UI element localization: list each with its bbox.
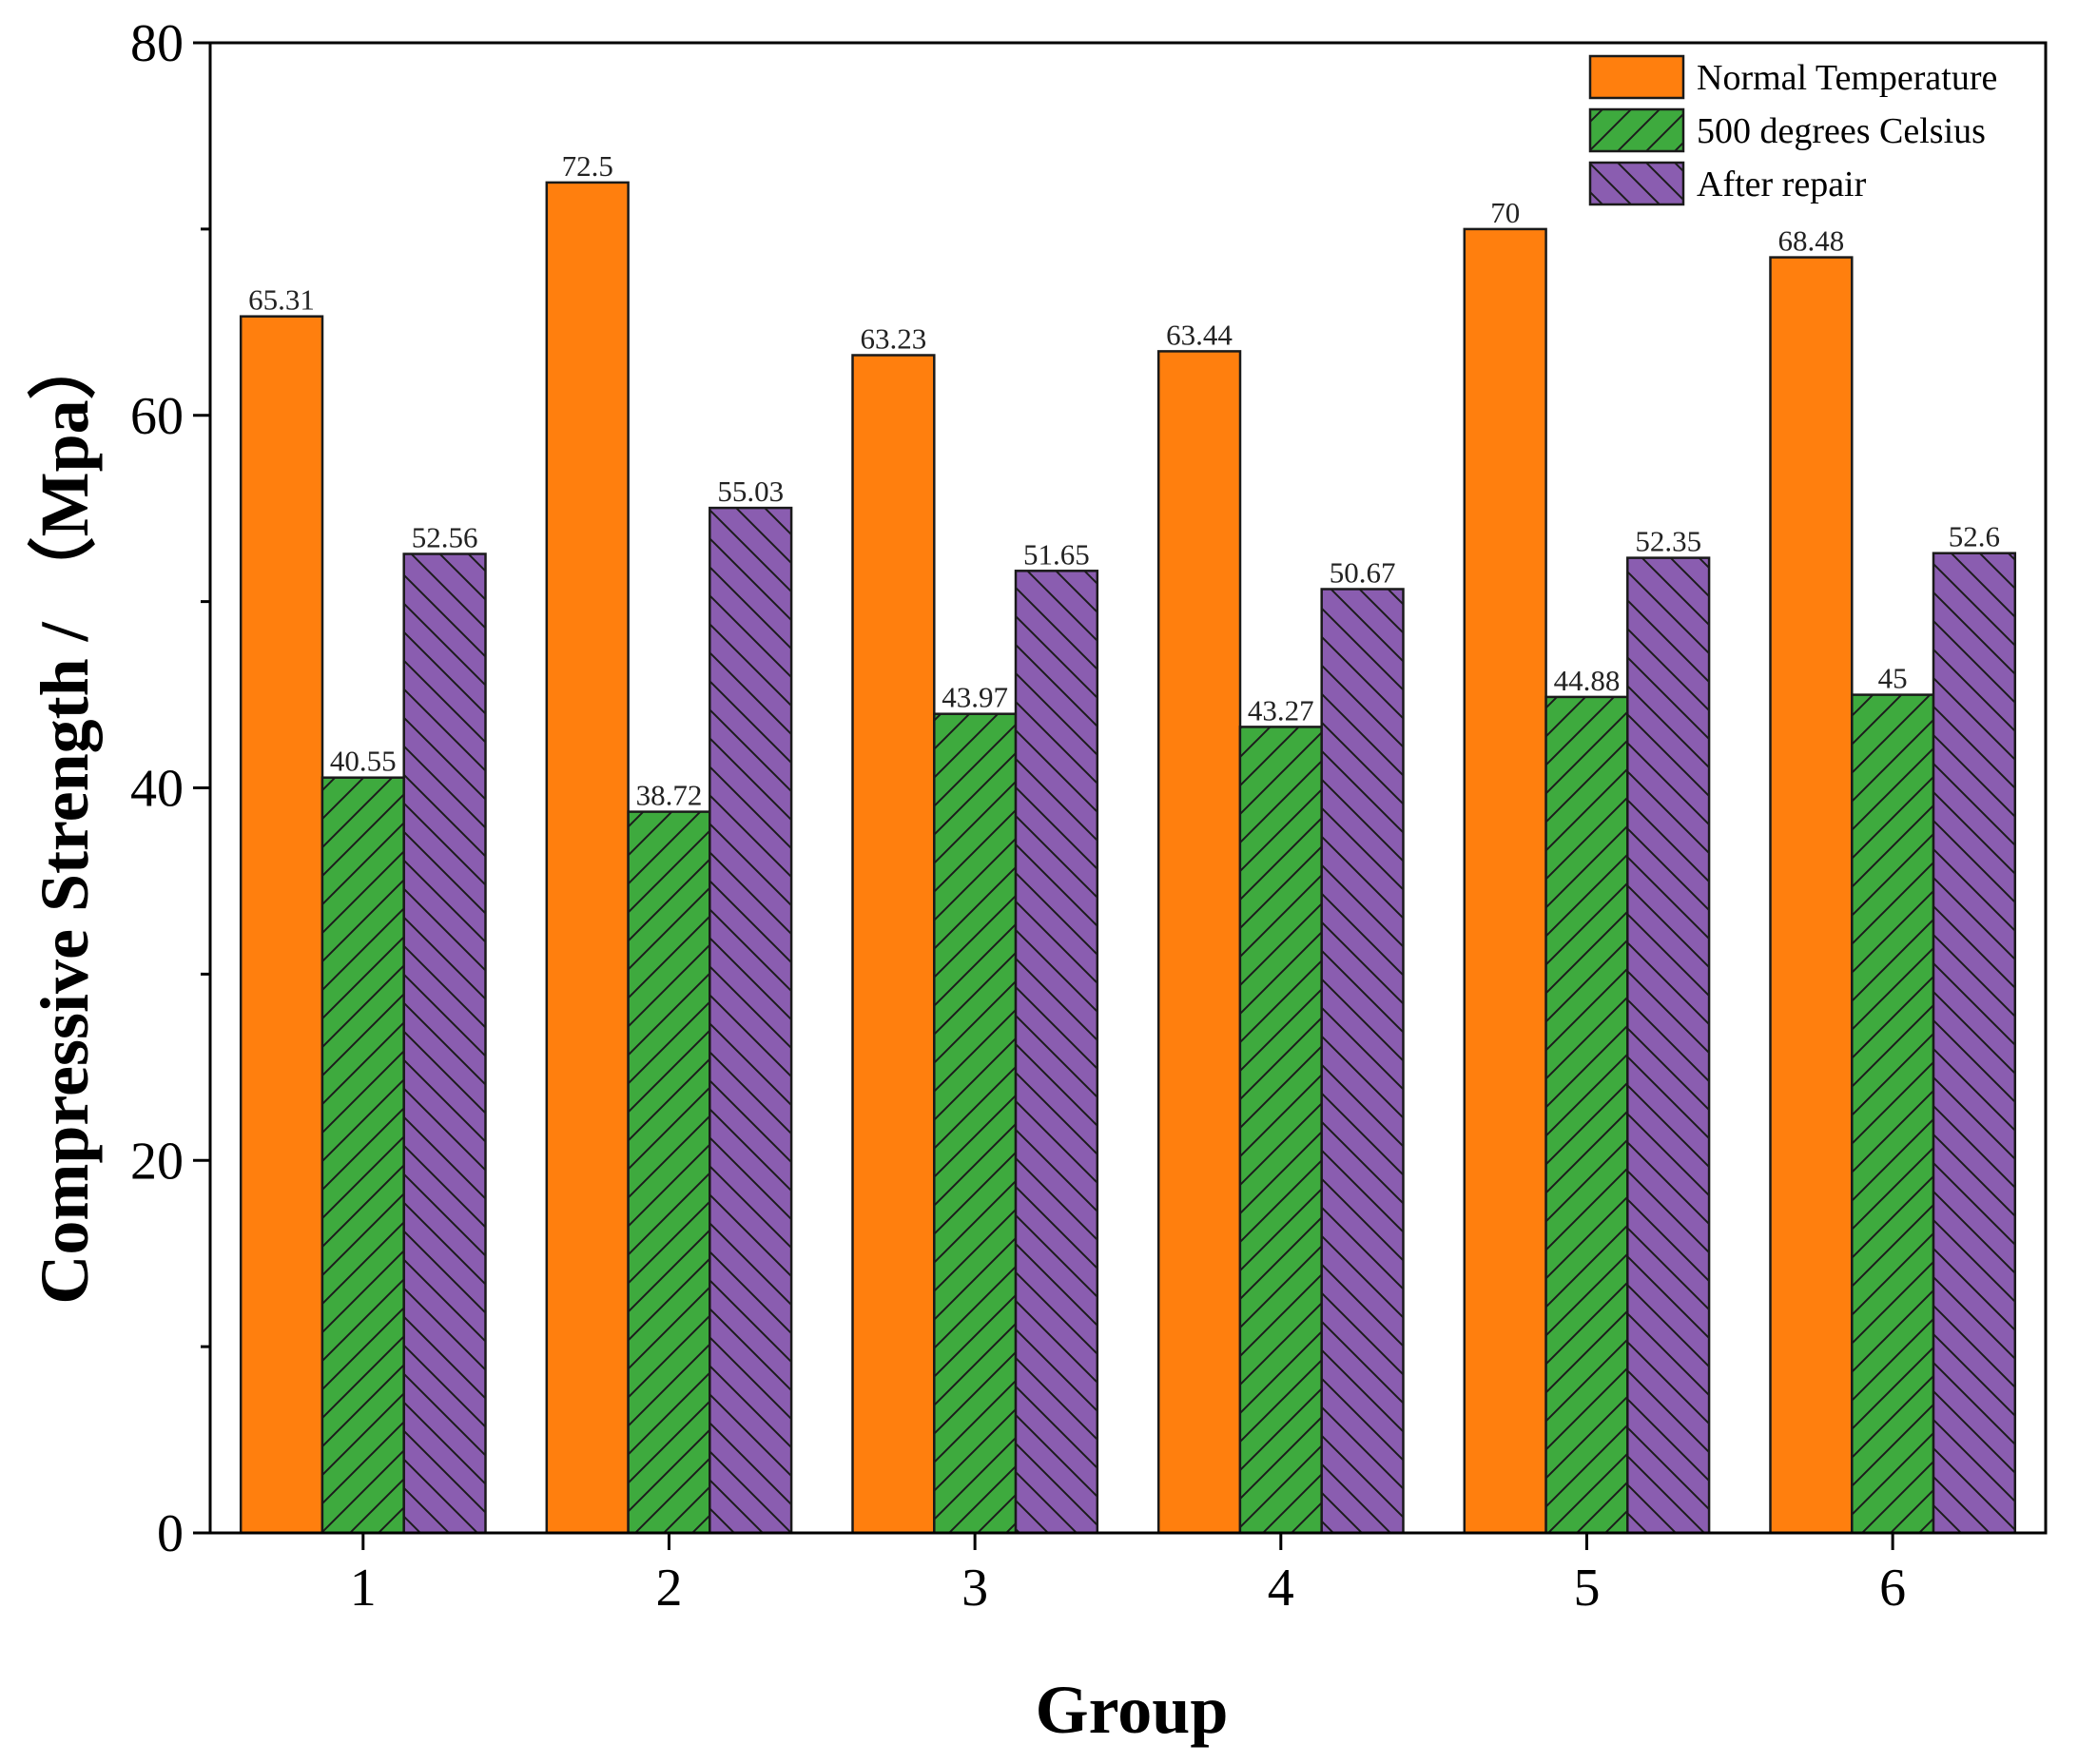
bar-normal-temperature-group-3: [851, 354, 936, 1535]
bar-normal-temperature-group-2: [545, 181, 630, 1535]
bar-after-repair-group-3: [1014, 570, 1099, 1535]
x-tick-label-3: 3: [961, 1559, 988, 1618]
bar-500-degrees-celsius-group-3: [933, 712, 1018, 1535]
bar-500-degrees-celsius-group-1: [320, 776, 405, 1535]
data-label-after-repair-group-1: 52.56: [412, 521, 478, 554]
bar-500-degrees-celsius-group-5: [1544, 695, 1629, 1535]
x-tick-label-5: 5: [1573, 1559, 1600, 1618]
data-label-after-repair-group-3: 51.65: [1023, 537, 1090, 571]
bar-normal-temperature-group-4: [1156, 350, 1242, 1535]
y-tick-label-20: 20: [130, 1132, 184, 1191]
y-tick-label-60: 60: [130, 387, 184, 446]
y-axis-title: Compressive Strength / （Mpa）: [27, 331, 103, 1304]
x-tick-label-6: 6: [1879, 1559, 1906, 1618]
data-label-after-repair-group-4: 50.67: [1330, 556, 1396, 590]
legend-swatch-normal-temperature: [1588, 54, 1685, 100]
data-label-500-degrees-celsius-group-2: 38.72: [636, 779, 703, 812]
data-label-normal-temperature-group-3: 63.23: [861, 322, 927, 356]
x-tick-label-2: 2: [655, 1559, 682, 1618]
bar-after-repair-group-5: [1626, 556, 1711, 1535]
legend: Normal Temperature 500 degrees Celsius Aft…: [1588, 54, 1997, 206]
bar-normal-temperature-group-6: [1769, 256, 1854, 1535]
legend-label-normal-temperature: Normal Temperature: [1697, 58, 1997, 98]
data-label-normal-temperature-group-6: 68.48: [1778, 224, 1845, 258]
legend-label-500-degrees-celsius: 500 degrees Celsius: [1697, 111, 1986, 151]
data-label-500-degrees-celsius-group-3: 43.97: [942, 681, 1008, 714]
data-label-normal-temperature-group-1: 65.31: [248, 283, 315, 317]
x-axis-title: Group: [1036, 1672, 1229, 1748]
data-label-500-degrees-celsius-group-6: 45: [1878, 662, 1908, 695]
data-label-500-degrees-celsius-group-5: 44.88: [1554, 664, 1621, 697]
legend-swatch-500-degrees-celsius: [1588, 107, 1685, 153]
data-label-500-degrees-celsius-group-1: 40.55: [330, 745, 397, 778]
data-label-normal-temperature-group-2: 72.5: [562, 149, 613, 183]
bar-normal-temperature-group-1: [239, 315, 324, 1535]
bar-500-degrees-celsius-group-2: [627, 810, 711, 1535]
y-tick-label-0: 0: [157, 1504, 184, 1563]
bars: [239, 181, 2017, 1535]
y-tick-label-80: 80: [130, 14, 184, 73]
bar-after-repair-group-6: [1932, 552, 2017, 1535]
bar-500-degrees-celsius-group-6: [1851, 693, 1935, 1535]
data-label-500-degrees-celsius-group-4: 43.27: [1248, 693, 1314, 727]
bar-normal-temperature-group-5: [1463, 227, 1547, 1535]
legend-swatch-after-repair: [1588, 161, 1685, 206]
data-label-normal-temperature-group-4: 63.44: [1166, 318, 1233, 351]
bar-after-repair-group-2: [709, 506, 793, 1535]
bar-after-repair-group-1: [402, 552, 487, 1535]
x-tick-label-1: 1: [350, 1559, 377, 1618]
bar-after-repair-group-4: [1320, 588, 1405, 1535]
data-label-after-repair-group-2: 55.03: [717, 475, 784, 508]
data-label-after-repair-group-5: 52.35: [1635, 525, 1701, 558]
bar-500-degrees-celsius-group-4: [1238, 726, 1323, 1535]
y-tick-label-40: 40: [130, 760, 184, 819]
data-label-normal-temperature-group-5: 70: [1490, 196, 1520, 229]
data-labels: 65.31 40.55 52.56 72.5 38.72 55.03 63.23 43.97 5…: [248, 149, 2000, 812]
data-label-after-repair-group-6: 52.6: [1949, 520, 2000, 553]
x-tick-label-4: 4: [1268, 1559, 1294, 1618]
legend-label-after-repair: After repair: [1697, 165, 1867, 204]
